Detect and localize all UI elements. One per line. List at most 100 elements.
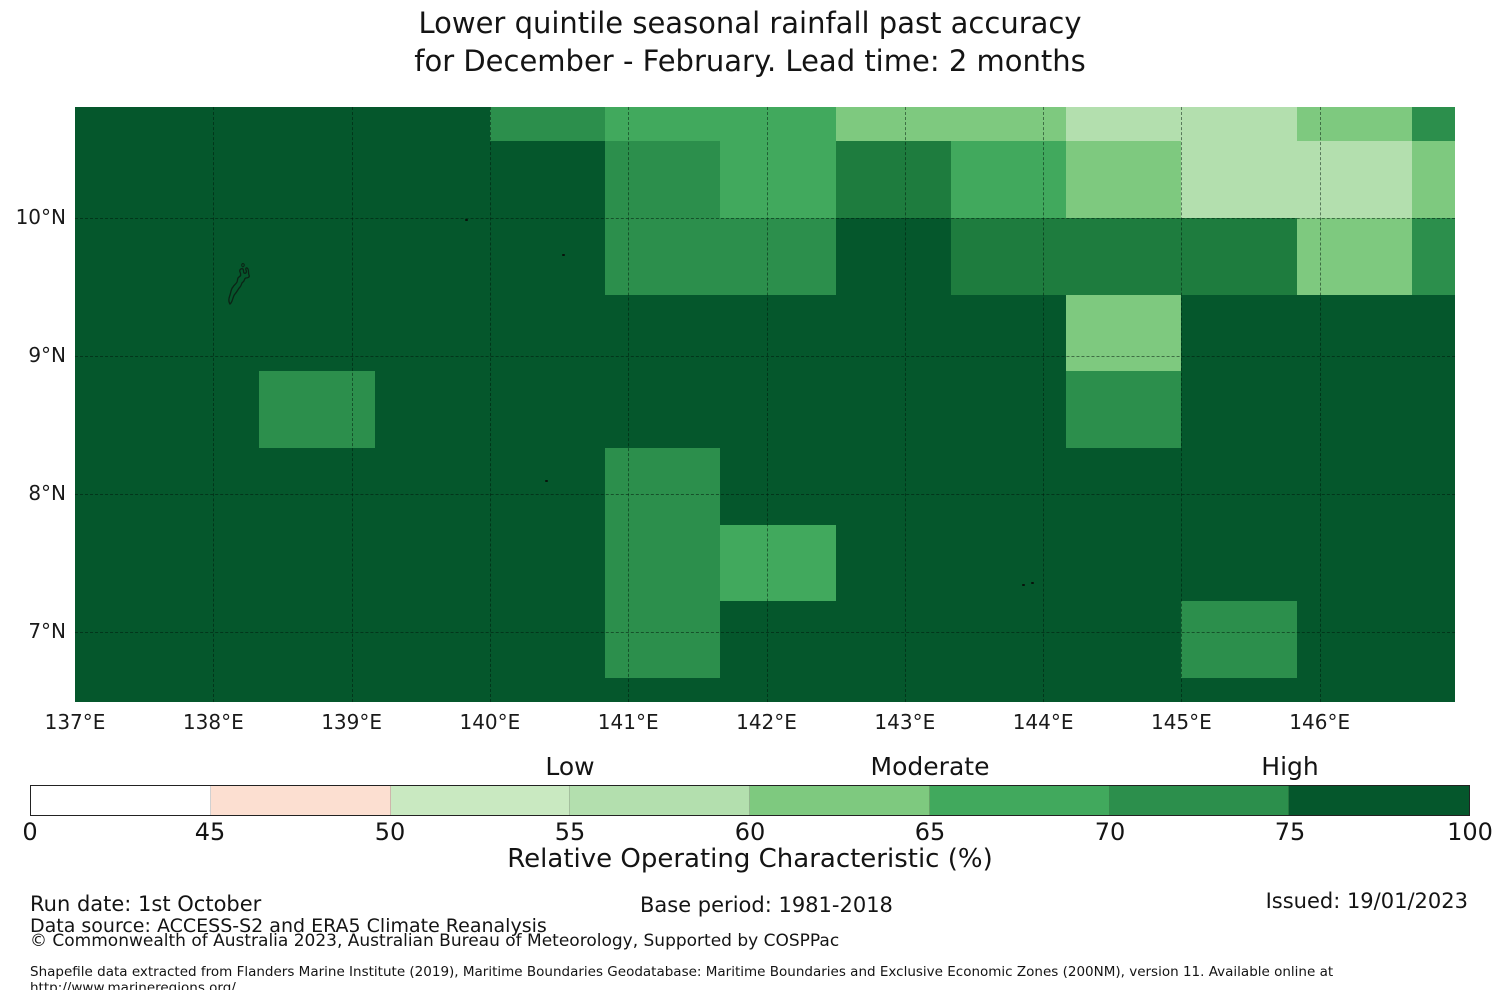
map-cell [1296,601,1412,679]
map-cell [489,141,606,219]
map-cell [1066,448,1182,525]
map-cell [75,678,145,702]
map-cell [605,678,721,702]
map-cell [75,218,145,295]
map-cell [1181,218,1297,295]
map-cell [1066,218,1182,295]
map-cell [1296,294,1412,372]
map-cell [835,524,951,602]
map-cell [835,141,951,219]
map-cell [950,141,1067,219]
map-cell [144,601,260,679]
map-cell [1066,601,1182,679]
colorbar-tick-label: 55 [554,818,586,846]
map-cell [1411,141,1455,219]
y-tick-label: 8°N [28,481,66,506]
map-cell [75,294,145,372]
colorbar-tick-label: 50 [374,818,406,846]
x-tick-label: 146°E [1289,710,1351,734]
map-cell [1296,141,1412,219]
map-cell [489,601,606,679]
map-cell [950,107,1067,142]
colorbar-axis-label: Relative Operating Characteristic (%) [507,844,993,874]
map-cell [605,294,721,372]
map-cell [835,448,951,525]
map-cell [1296,107,1412,142]
map-cell [1411,294,1455,372]
islet-speck [1022,583,1026,586]
islet-speck [465,219,468,222]
colorbar-tick-label: 60 [734,818,766,846]
map-cell [374,218,490,295]
y-tick-label: 7°N [28,619,66,644]
map-cell [489,294,606,372]
map-cell [835,294,951,372]
map-cell [374,678,490,702]
map-cell [1296,448,1412,525]
map-cell [1296,524,1412,602]
map-cell [75,107,145,142]
map-cell [144,107,260,142]
map-cell [259,448,375,525]
map-cell [1411,107,1455,142]
map-cell [259,107,375,142]
map-cell [1411,524,1455,602]
map-cell [950,294,1067,372]
colorbar-category-high: High [1261,752,1319,781]
x-tick-label: 141°E [597,710,659,734]
map-cell [144,371,260,449]
map-cell [835,601,951,679]
colorbar-segment-70-75 [1109,786,1290,815]
map-cell [1411,448,1455,525]
copyright-text: © Commonwealth of Australia 2023, Austra… [30,931,840,951]
colorbar-segment-65-70 [929,786,1110,815]
map-cell [75,524,145,602]
shapefile-note-text: Shapefile data extracted from Flanders M… [30,964,1334,990]
map-cell [605,218,721,295]
colorbar-segment-0-45 [31,786,211,815]
map-cell [1411,218,1455,295]
map-cell [259,218,375,295]
map-cell [144,678,260,702]
map-cell [144,141,260,219]
map-cell [374,141,490,219]
map-cell [605,601,721,679]
colorbar-segment-60-65 [750,786,930,815]
map-cell [144,294,260,372]
colorbar-tick-label: 65 [914,818,946,846]
map-cell [1066,107,1182,142]
colorbar-segment-50-55 [390,786,571,815]
map-cell [144,448,260,525]
x-tick-label: 139°E [321,710,382,734]
colorbar-segment-55-60 [570,786,750,815]
map-cell [1181,524,1297,602]
map-cell [1181,448,1297,525]
x-tick-label: 138°E [182,710,244,734]
map-heatmap [75,107,1455,702]
map-cell [605,371,721,449]
colorbar-tick-label: 45 [194,818,226,846]
map-cell [374,107,490,142]
graticule-meridian [351,107,353,702]
graticule-meridian [628,107,630,702]
graticule-meridian [213,107,215,702]
graticule-meridian [1319,107,1321,702]
graticule-parallel [75,632,1455,634]
map-cell [374,294,490,372]
map-cell [950,524,1067,602]
map-cell [950,448,1067,525]
map-cell [1181,107,1297,142]
x-tick-label: 137°E [44,710,106,734]
base-period-text: Base period: 1981-2018 [640,893,893,917]
map-cell [374,371,490,449]
map-cell [144,524,260,602]
map-cell [720,141,836,219]
graticule-meridian [1181,107,1183,702]
map-cell [1411,601,1455,679]
map-cell [374,524,490,602]
map-cell [1066,371,1182,449]
colorbar-segment-75-100 [1289,786,1469,815]
chart-title-line1: Lower quintile seasonal rainfall past ac… [418,6,1082,40]
map-cell [1411,678,1455,702]
